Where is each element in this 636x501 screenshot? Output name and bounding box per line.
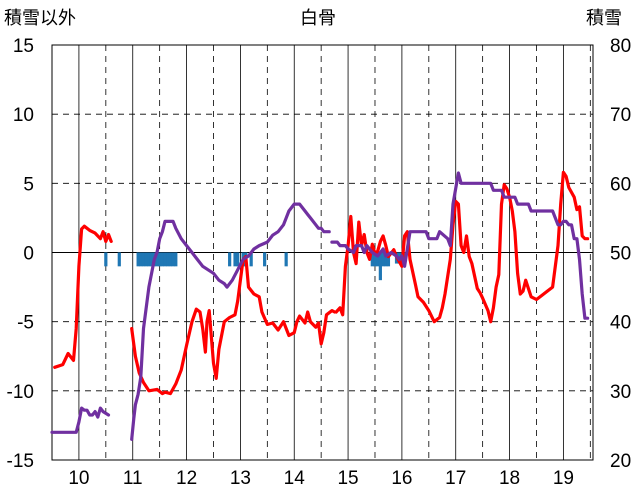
precipitation-bar <box>104 252 108 267</box>
left-tick-label: 5 <box>23 174 34 195</box>
precipitation-bar <box>136 252 140 267</box>
precipitation-bar <box>386 252 391 267</box>
right-tick-label: 20 <box>610 451 631 472</box>
precipitation-bar <box>139 252 143 267</box>
temperature-line <box>53 224 113 369</box>
precipitation-bar <box>249 252 253 267</box>
x-tick-label: 15 <box>337 468 358 489</box>
left-tick-label: -15 <box>7 451 34 472</box>
x-tick-label: 17 <box>445 468 466 489</box>
x-tick-label: 11 <box>123 468 143 489</box>
right-tick-label: 50 <box>610 244 631 265</box>
left-tick-label: 15 <box>13 36 34 57</box>
precipitation-bar <box>147 252 151 267</box>
left-tick-label: 10 <box>13 105 34 126</box>
precipitation-bar <box>174 252 178 267</box>
precipitation-bar <box>236 252 240 267</box>
left-tick-label: -10 <box>7 382 34 403</box>
x-tick-label: 13 <box>230 468 251 489</box>
left-tick-label: 0 <box>23 244 34 265</box>
left-tick-label: -5 <box>17 313 34 334</box>
precipitation-bar <box>155 252 159 267</box>
snow-depth-line <box>130 202 331 441</box>
x-tick-label: 14 <box>284 468 306 489</box>
x-tick-label: 12 <box>176 468 197 489</box>
x-tick-label: 10 <box>68 468 89 489</box>
precipitation-bar <box>166 252 170 267</box>
snow-depth-line <box>330 171 590 320</box>
right-axis-title: 積雪 <box>586 8 622 28</box>
chart-title: 白骨 <box>300 8 336 28</box>
precipitation-bar <box>373 252 377 267</box>
precipitation-bar <box>117 252 121 267</box>
precipitation-bar <box>370 252 374 267</box>
temperature-line <box>130 255 337 396</box>
precipitation-bar <box>378 252 382 281</box>
precipitation-bar <box>160 252 164 267</box>
right-tick-label: 40 <box>610 313 631 334</box>
snow-depth-line <box>50 406 111 434</box>
x-tick-label: 19 <box>553 468 574 489</box>
precipitation-bar <box>168 252 173 267</box>
precipitation-bar <box>141 252 146 267</box>
precipitation-bar <box>284 252 288 267</box>
precipitation-bar <box>158 252 162 267</box>
precipitation-bar <box>163 252 167 267</box>
precipitation-bar <box>263 252 267 267</box>
precipitation-bar <box>376 252 380 267</box>
precipitation-bar <box>384 252 388 267</box>
precipitation-bar <box>233 252 237 267</box>
left-axis-title: 積雪以外 <box>4 8 76 28</box>
right-tick-label: 80 <box>610 36 631 57</box>
temperature-line <box>334 170 590 324</box>
x-tick-label: 18 <box>499 468 520 489</box>
precipitation-bar <box>149 252 154 267</box>
precipitation-bar <box>381 252 385 267</box>
right-tick-label: 30 <box>610 382 631 403</box>
x-tick-label: 16 <box>391 468 412 489</box>
precipitation-bar <box>144 252 148 267</box>
precipitation-bar <box>228 252 232 267</box>
right-tick-label: 70 <box>610 105 631 126</box>
precipitation-bar <box>171 252 175 267</box>
right-tick-label: 60 <box>610 174 631 195</box>
